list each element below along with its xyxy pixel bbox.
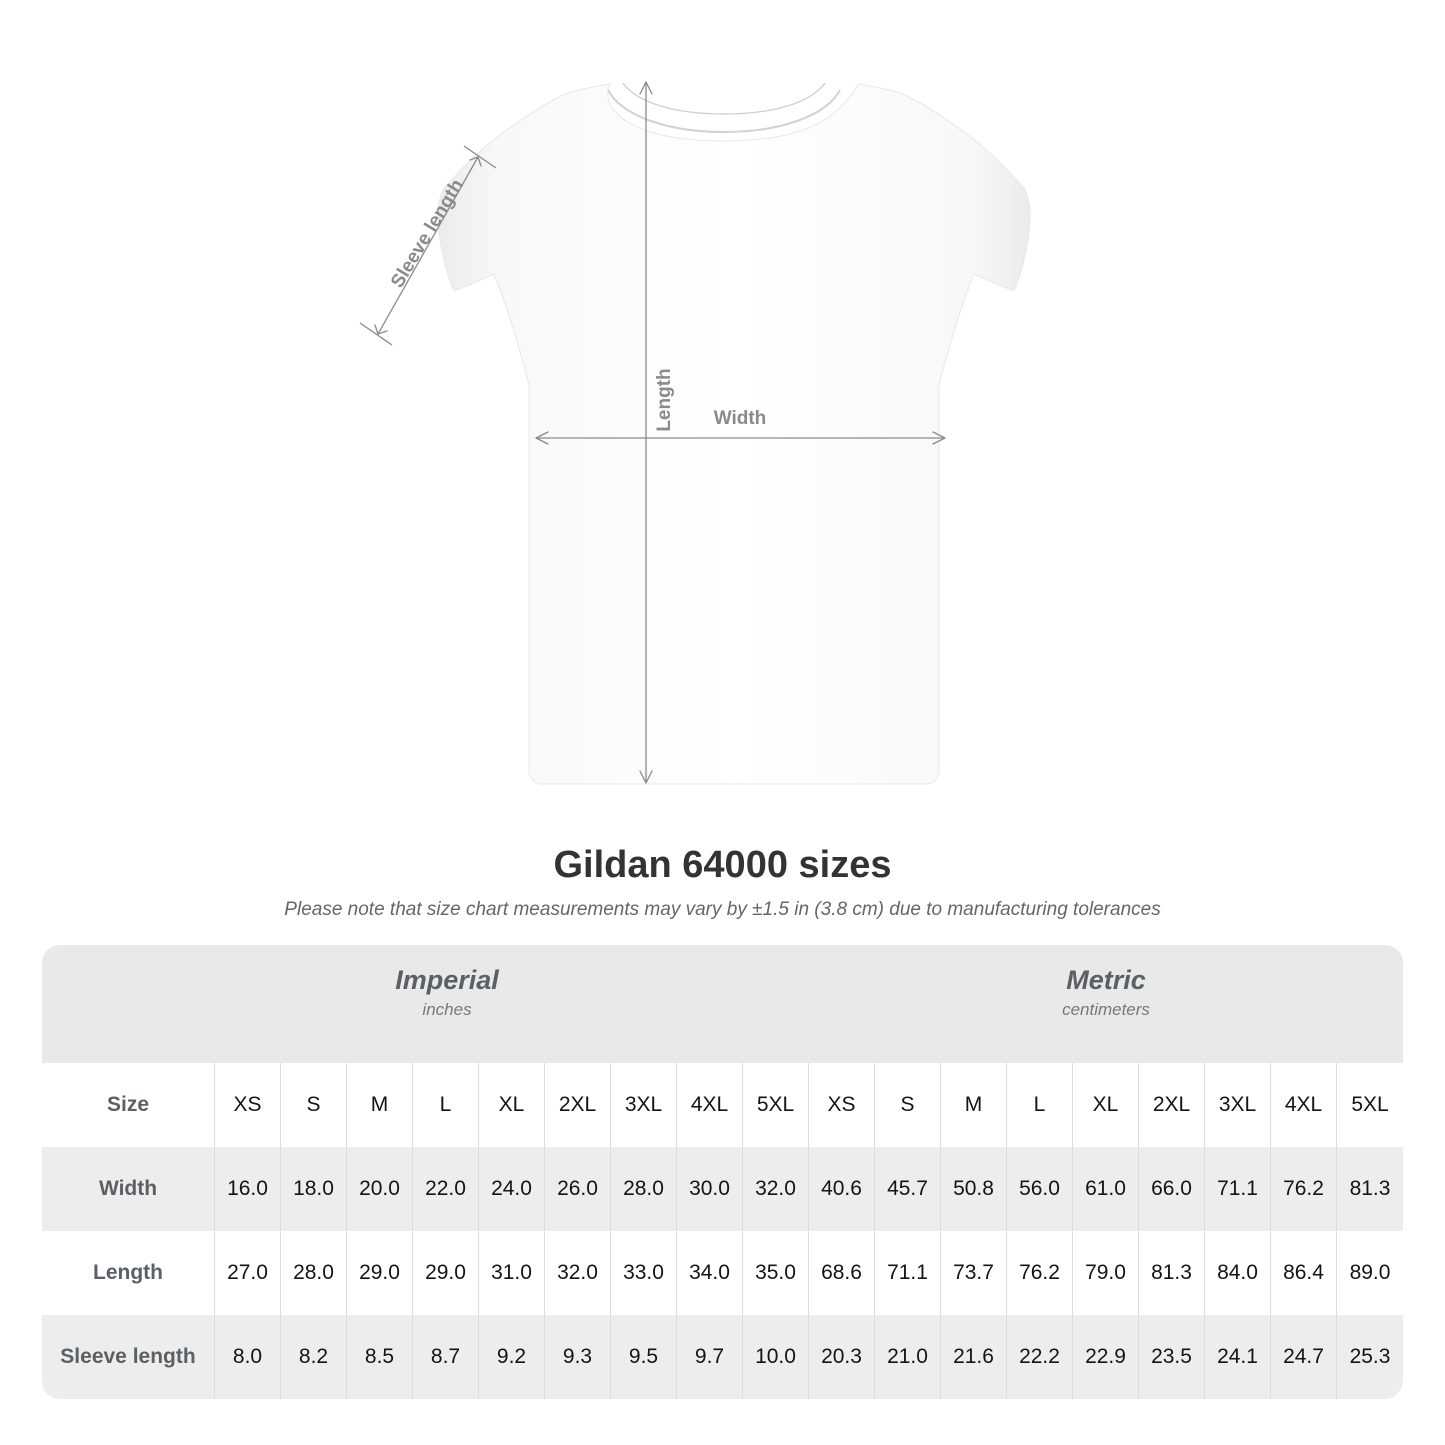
svg-text:Length: Length <box>654 368 675 431</box>
svg-text:Width: Width <box>714 408 767 429</box>
